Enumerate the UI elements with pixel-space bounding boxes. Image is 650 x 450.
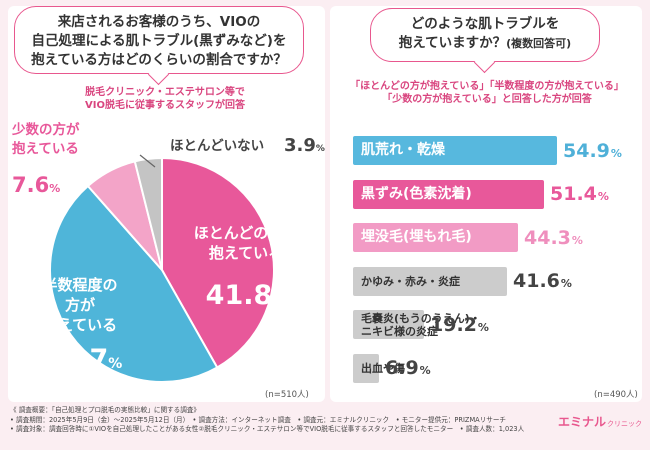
pie-label-few: 少数の方が <box>11 121 80 138</box>
bar-label: かゆみ・赤み・炎症 <box>361 267 460 296</box>
bar-value: 51.4% <box>550 180 609 209</box>
bar-label-line: 黒ずみ(色素沈着) <box>361 185 472 202</box>
left-question-bubble: 来店されるお客様のうち、VIOの 自己処理による肌トラブル(黒ずみなど)を 抱え… <box>14 6 304 74</box>
footer-line-1: 《 調査概要：「自己処理とプロ脱毛の実態比較」に関する調査》 <box>10 406 201 414</box>
bar-label-line: 毛嚢炎(もうのうえん)・ <box>361 311 481 325</box>
brand-logo: エミナルクリニック <box>558 413 642 430</box>
bar-value-unit: % <box>597 190 609 203</box>
logo-sub: クリニック <box>607 420 643 428</box>
bar-value-unit: % <box>419 364 431 377</box>
bar-row: 黒ずみ(色素沈着) 51.4% <box>353 179 643 209</box>
bar-fill <box>353 310 424 339</box>
right-question-line-1: どのような肌トラブルを <box>410 16 560 32</box>
pie-label-almost-none: ほとんどいない <box>170 138 264 154</box>
bar-label-line: ニキビ様の炎症 <box>361 324 438 338</box>
bar-value: 44.3% <box>524 223 583 252</box>
bar-label: 肌荒れ・乾燥 <box>361 136 445 165</box>
pie-label-few: 抱えている <box>12 140 79 157</box>
right-question-line-2: 抱えていますか？(複数回答可) <box>371 34 599 53</box>
pie-leader-line <box>139 154 156 168</box>
bar-value-number: 54.9 <box>563 139 610 162</box>
bar-fill <box>353 223 518 252</box>
survey-footer: 《 調査概要：「自己処理とプロ脱毛の実態比較」に関する調査》 • 調査期間：20… <box>10 406 530 435</box>
left-note-line-1: 脱毛クリニック・エステサロン等で <box>85 87 245 98</box>
right-note-line-1: 「ほとんどの方が抱えている」「半数程度の方が抱えている」 <box>350 81 624 92</box>
pie-label-half: 方が <box>65 296 96 314</box>
pie-slice-3 <box>133 156 163 271</box>
logo-main: エミナル <box>558 415 607 429</box>
left-sample-size: (n=510人) <box>265 390 309 400</box>
pie-value-most: 41.8% <box>206 280 287 311</box>
bar-value-unit: % <box>477 320 489 334</box>
bar-value: 54.9% <box>563 136 622 165</box>
pie-chart: ほとんどの方が抱えている41.8%半数程度の方が抱えている46.7%少数の方が抱… <box>11 121 325 383</box>
bar-fill <box>353 136 557 165</box>
pie-label-most: 抱えている <box>209 244 283 262</box>
bar-label-line: かゆみ・赤み・炎症 <box>361 274 460 288</box>
left-question-line-2: 自己処理による肌トラブル(黒ずみなど)を <box>31 33 287 49</box>
right-question-bubble: どのような肌トラブルを 抱えていますか？(複数回答可) <box>370 8 600 62</box>
bar-fill <box>353 179 544 209</box>
bar-label: 黒ずみ(色素沈着) <box>361 180 472 209</box>
pie-slice-1 <box>48 184 219 383</box>
bar-value-number: 6.9 <box>385 357 419 379</box>
left-question-line-3: 抱えている方はどのくらいの割合ですか？ <box>31 52 287 68</box>
right-note-line-2: 「少数の方が抱えている」と回答した方が回答 <box>382 94 592 105</box>
footer-line-3: • 調査対象：調査回答時に①VIOを自己処理したことがある女性②脱毛クリニック・… <box>10 425 525 433</box>
bar-value: 6.9% <box>385 354 431 383</box>
pie-slice-0 <box>161 156 275 369</box>
bar-label: 埋没毛(埋もれ毛) <box>361 223 472 252</box>
bar-label-line: 肌荒れ・乾燥 <box>361 142 445 158</box>
bar-label: 毛嚢炎(もうのうえん)・ ニキビ様の炎症 <box>361 310 481 339</box>
bar-value-number: 19.2 <box>430 313 477 336</box>
bar-value-number: 41.6 <box>513 270 560 292</box>
bar-row: 埋没毛(埋もれ毛) 44.3% <box>353 223 643 252</box>
bar-value-unit: % <box>610 146 622 160</box>
left-respondent-note: 脱毛クリニック・エステサロン等で VIO脱毛に従事するスタッフが回答 <box>60 86 270 112</box>
right-sample-size: (n=490人) <box>594 390 638 400</box>
pie-label-half: 抱えている <box>43 316 117 334</box>
pie-label-most: ほとんどの方が <box>194 224 300 242</box>
bar-value: 19.2% <box>430 310 489 339</box>
pie-value-half: 46.7% <box>42 344 123 375</box>
pie-label-half: 半数程度の <box>42 276 117 294</box>
footer-line-2: • 調査期間：2025年5月9日（金）〜2025年5月12日（月） • 調査方法… <box>10 415 507 424</box>
bar-label: 出血や傷 <box>361 354 405 383</box>
pie-value-few: 7.6% <box>12 173 60 197</box>
bar-value-unit: % <box>571 233 583 247</box>
bar-row: かゆみ・赤み・炎症 41.6% <box>353 266 643 296</box>
left-question-line-1: 来店されるお客様のうち、VIOの <box>57 14 261 30</box>
bar-value: 41.6% <box>513 267 572 296</box>
bar-value-number: 51.4 <box>550 183 597 205</box>
bar-label-line: 埋没毛(埋もれ毛) <box>361 229 472 245</box>
bar-row: 肌荒れ・乾燥 54.9% <box>353 136 643 165</box>
bar-row: 毛嚢炎(もうのうえん)・ ニキビ様の炎症 19.2% <box>353 310 643 339</box>
left-note-line-2: VIO脱毛に従事するスタッフが回答 <box>85 100 245 111</box>
right-respondent-note: 「ほとんどの方が抱えている」「半数程度の方が抱えている」 「少数の方が抱えている… <box>332 80 642 106</box>
bar-row: 出血や傷 6.9% <box>353 353 643 383</box>
bar-value-unit: % <box>560 277 572 290</box>
right-question-suffix: (複数回答可) <box>506 37 572 50</box>
right-question-main: 抱えていますか？ <box>398 35 507 51</box>
bar-label-line: 出血や傷 <box>361 361 405 375</box>
bar-fill <box>353 266 507 296</box>
bar-fill <box>353 353 379 383</box>
pie-value-almost-none: 3.9% <box>284 135 325 156</box>
bar-value-number: 44.3 <box>524 226 571 249</box>
